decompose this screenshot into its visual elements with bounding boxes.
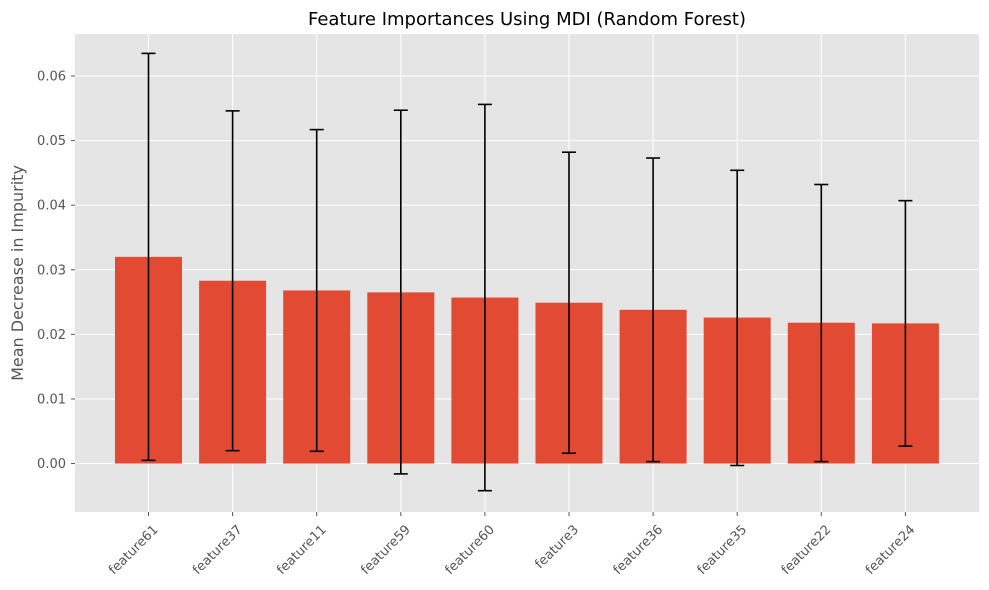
y-tick-label: 0.04: [37, 199, 66, 214]
error-bars: [141, 52, 913, 492]
x-axis-ticks: feature61 feature37 feature11 feature59 feat…: [106, 512, 918, 578]
y-tick-label: 0.06: [37, 69, 66, 84]
x-tick-label: feature35: [695, 522, 750, 577]
y-tick-label: 0.00: [37, 457, 66, 472]
x-tick-label: feature11: [274, 522, 329, 577]
x-tick-label: feature24: [863, 522, 918, 577]
x-tick-label: feature60: [442, 522, 497, 577]
x-tick-label: feature36: [611, 522, 666, 577]
x-tick-label: feature37: [190, 522, 245, 577]
chart-title: Feature Importances Using MDI (Random Fo…: [308, 9, 746, 30]
x-tick-label: feature61: [106, 522, 161, 577]
y-tick-label: 0.03: [37, 263, 66, 278]
x-tick-label: feature59: [358, 522, 413, 577]
x-tick-label: feature3: [532, 522, 582, 572]
y-tick-label: 0.02: [37, 328, 66, 343]
y-tick-label: 0.01: [37, 392, 66, 407]
y-axis-label: Mean Decrease in Impurity: [8, 165, 27, 381]
y-tick-label: 0.05: [37, 134, 66, 149]
x-tick-label: feature22: [779, 522, 834, 577]
y-axis-ticks: 0.00 0.01 0.02 0.03 0.04 0.05 0.06: [37, 69, 75, 472]
